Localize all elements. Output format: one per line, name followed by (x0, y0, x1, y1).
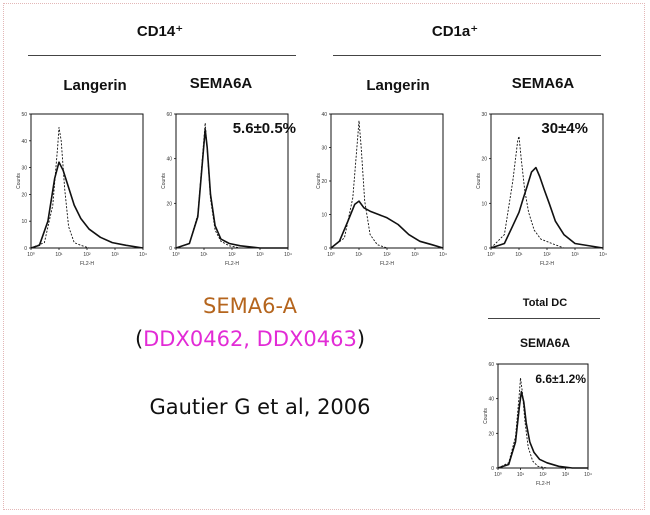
y-tick-label: 0 (491, 466, 494, 472)
panel-title-cd14-langerin: Langerin (63, 77, 127, 94)
x-axis-label: FL2-H (380, 261, 394, 267)
x-tick-label: 10⁰ (172, 252, 180, 258)
y-tick-label: 0 (24, 246, 27, 252)
x-tick-label: 10³ (111, 252, 119, 258)
close-paren: ) (356, 327, 366, 351)
stat-cd1a-sema6a: 30±4% (541, 120, 588, 137)
y-tick-label: 30 (321, 146, 327, 152)
y-axis-label: Counts (483, 408, 489, 424)
citation-label: Gautier G et al, 2006 (149, 395, 371, 419)
x-axis-label: FL2-H (80, 261, 94, 267)
y-tick-label: 10 (21, 219, 27, 225)
y-axis-label: Counts (316, 173, 322, 189)
histogram-cd1a-sema6a: 0 10 20 30 10⁰ 10¹ 10² 10³ 10⁴ FL2-H Counts (475, 110, 607, 268)
y-tick-label: 20 (481, 157, 487, 163)
y-tick-label: 40 (21, 139, 27, 145)
histogram-svg: 0 10 20 30 40 50 10⁰ 10¹ 10² 10³ 10⁴ FL2-H Counts (16, 112, 147, 267)
y-axis-label: Counts (161, 173, 167, 189)
x-axis-label: FL2-H (536, 481, 550, 487)
gene-name-label: SEMA6-A (203, 294, 297, 318)
stained-sample-line (497, 390, 588, 469)
isotype-control-line (330, 120, 443, 249)
open-paren: ( (134, 327, 144, 351)
histogram-cd14-langerin: 0 10 20 30 40 50 10⁰ 10¹ 10² 10³ 10⁴ FL2-H Counts (15, 110, 147, 268)
x-tick-label: 10² (83, 252, 91, 258)
stat-cd14-sema6a: 5.6±0.5% (232, 120, 296, 137)
plot-frame (330, 113, 444, 249)
group-label-cd14: CD14⁺ (136, 23, 184, 40)
isotype-control-line (490, 135, 603, 249)
y-tick-label: 20 (166, 201, 172, 207)
isotype-control-line (175, 122, 288, 249)
y-tick-label: 60 (488, 362, 494, 368)
x-tick-label: 10³ (562, 472, 570, 478)
y-axis-label: Counts (476, 173, 482, 189)
x-tick-label: 10¹ (515, 252, 523, 258)
x-tick-label: 10⁰ (327, 252, 335, 258)
histogram-cd1a-langerin: 0 10 20 30 40 10⁰ 10¹ 10² 10³ 10⁴ FL2-H Counts (315, 110, 447, 268)
stained-sample-line (30, 161, 144, 249)
x-tick-label: 10³ (411, 252, 419, 258)
x-tick-label: 10² (539, 472, 547, 478)
stained-sample-line (175, 128, 288, 249)
x-tick-label: 10¹ (55, 252, 63, 258)
figure-frame (3, 3, 645, 510)
y-tick-label: 10 (481, 201, 487, 207)
histogram-svg: 0 20 40 60 10⁰ 10¹ 10² 10³ 10⁴ FL2-H Counts (161, 112, 292, 267)
histogram-svg: 0 10 20 30 10⁰ 10¹ 10² 10³ 10⁴ FL2-H Counts (476, 112, 607, 267)
y-tick-label: 40 (166, 157, 172, 163)
y-axis-label: Counts (16, 173, 22, 189)
group-divider-cd1a (333, 55, 601, 56)
x-tick-label: 10¹ (517, 472, 525, 478)
y-tick-label: 0 (324, 246, 327, 252)
y-tick-label: 20 (321, 179, 327, 185)
group-label-total-dc: Total DC (522, 297, 568, 309)
panel-title-cd14-sema6a: SEMA6A (189, 75, 253, 92)
panel-title-cd1a-sema6a: SEMA6A (511, 75, 575, 92)
group-divider-cd14 (28, 55, 296, 56)
catalog-ids-label: (DDX0462, DDX0463) (85, 327, 415, 351)
x-axis-label: FL2-H (225, 261, 239, 267)
panel-title-cd1a-langerin: Langerin (366, 77, 430, 94)
histogram-svg: 0 20 40 60 10⁰ 10¹ 10² 10³ 10⁴ FL2-H Counts (483, 362, 592, 487)
x-tick-label: 10⁴ (599, 252, 607, 258)
x-tick-label: 10⁴ (284, 252, 292, 258)
x-tick-label: 10³ (571, 252, 579, 258)
y-tick-label: 40 (321, 112, 327, 118)
stained-sample-line (490, 166, 604, 249)
y-tick-label: 40 (488, 397, 494, 403)
y-tick-label: 50 (21, 112, 27, 118)
x-tick-label: 10⁴ (439, 252, 447, 258)
x-tick-label: 10⁰ (494, 472, 502, 478)
histogram-svg: 0 10 20 30 40 10⁰ 10¹ 10² 10³ 10⁴ FL2-H Counts (316, 112, 447, 267)
y-tick-label: 30 (21, 166, 27, 172)
y-tick-label: 10 (321, 213, 327, 219)
group-divider-total-dc (488, 318, 600, 319)
x-tick-label: 10² (383, 252, 391, 258)
y-tick-label: 20 (21, 192, 27, 198)
x-tick-label: 10² (543, 252, 551, 258)
y-tick-label: 0 (169, 246, 172, 252)
x-tick-label: 10³ (256, 252, 264, 258)
x-tick-label: 10⁴ (139, 252, 147, 258)
panel-title-total-dc-sema6a: SEMA6A (519, 336, 570, 350)
x-tick-label: 10¹ (355, 252, 363, 258)
x-tick-label: 10¹ (200, 252, 208, 258)
x-tick-label: 10⁴ (584, 472, 592, 478)
stat-total-dc-sema6a: 6.6±1.2% (535, 372, 586, 386)
isotype-control-line (30, 126, 143, 249)
group-label-cd1a: CD1a⁺ (431, 23, 479, 40)
x-axis-label: FL2-H (540, 261, 554, 267)
histogram-cd14-sema6a: 0 20 40 60 10⁰ 10¹ 10² 10³ 10⁴ FL2-H Counts (160, 110, 292, 268)
histogram-total-dc-sema6a: 0 20 40 60 10⁰ 10¹ 10² 10³ 10⁴ FL2-H Counts (482, 360, 592, 488)
x-tick-label: 10⁰ (487, 252, 495, 258)
catalog-ids: DDX0462, DDX0463 (143, 327, 357, 351)
y-tick-label: 0 (484, 246, 487, 252)
stained-sample-line (330, 200, 444, 249)
y-tick-label: 20 (488, 431, 494, 437)
x-tick-label: 10² (228, 252, 236, 258)
y-tick-label: 60 (166, 112, 172, 118)
x-tick-label: 10⁰ (27, 252, 35, 258)
y-tick-label: 30 (481, 112, 487, 118)
